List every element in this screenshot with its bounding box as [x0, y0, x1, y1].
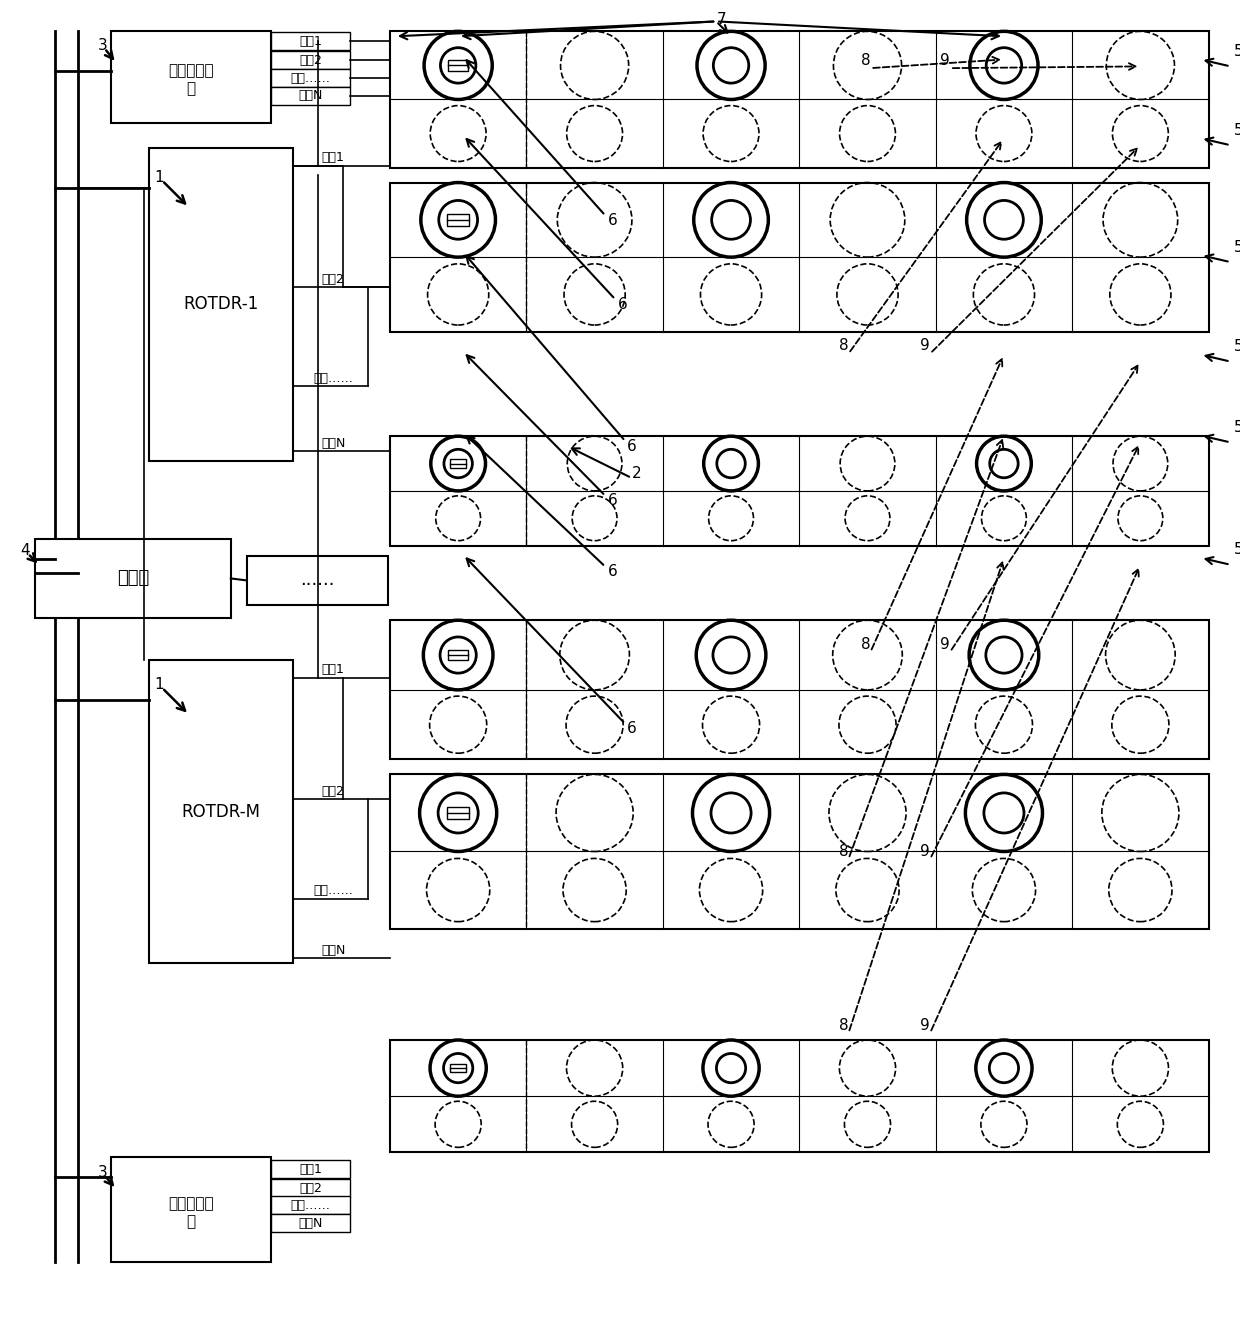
Text: 5: 5: [1234, 543, 1240, 557]
Bar: [149, 659, 294, 964]
Text: 5: 5: [1234, 420, 1240, 436]
Text: 乧: 乧: [186, 82, 196, 97]
Text: 通道……: 通道……: [290, 1198, 330, 1211]
Text: 通道2: 通道2: [322, 273, 345, 286]
Text: 5: 5: [1234, 240, 1240, 254]
Bar: [448, 214, 469, 225]
Text: 8: 8: [861, 637, 870, 651]
Bar: [389, 620, 1209, 760]
Bar: [389, 1039, 1209, 1152]
Text: 6: 6: [618, 297, 627, 312]
Bar: [270, 32, 350, 50]
Bar: [112, 32, 270, 123]
Bar: [270, 52, 350, 69]
Text: ROTDR-M: ROTDR-M: [182, 802, 260, 821]
Text: 通道2: 通道2: [299, 1182, 322, 1194]
Text: 8: 8: [838, 338, 848, 354]
Text: 5: 5: [1234, 339, 1240, 354]
Text: 4: 4: [20, 543, 30, 559]
Text: 5: 5: [1234, 123, 1240, 138]
Text: 6: 6: [627, 722, 637, 736]
Bar: [270, 69, 350, 87]
Text: 铂电阻测温: 铂电阻测温: [169, 1196, 213, 1211]
Text: 9: 9: [920, 1018, 930, 1033]
Text: 6: 6: [608, 213, 618, 228]
Text: 2: 2: [632, 466, 641, 482]
Text: 6: 6: [608, 564, 618, 579]
Text: 通道1: 通道1: [322, 663, 345, 677]
Bar: [450, 1063, 466, 1072]
Bar: [448, 650, 469, 661]
Text: 通道……: 通道……: [314, 372, 353, 385]
Bar: [270, 1214, 350, 1233]
Text: 通道……: 通道……: [314, 884, 353, 898]
Bar: [270, 1180, 350, 1197]
Text: 服务器: 服务器: [117, 569, 149, 588]
Text: 通道N: 通道N: [298, 90, 322, 102]
Text: ......: ......: [300, 572, 335, 589]
Text: 通道N: 通道N: [321, 437, 346, 450]
Text: 通道1: 通道1: [322, 151, 345, 164]
Text: ROTDR-1: ROTDR-1: [184, 295, 259, 314]
Text: 9: 9: [940, 637, 950, 651]
Text: 7: 7: [717, 12, 725, 26]
Text: 8: 8: [861, 53, 870, 68]
Bar: [389, 32, 1209, 168]
Text: 8: 8: [838, 1018, 848, 1033]
Bar: [449, 60, 467, 70]
Text: 通道1: 通道1: [299, 1162, 322, 1176]
Bar: [389, 183, 1209, 332]
Text: 8: 8: [838, 843, 848, 858]
Bar: [450, 459, 466, 467]
Text: 通道2: 通道2: [322, 785, 345, 798]
Bar: [149, 148, 294, 461]
Bar: [112, 1157, 270, 1262]
Bar: [35, 539, 231, 618]
Text: 1: 1: [155, 169, 164, 185]
Bar: [247, 556, 388, 605]
Text: 铂电阻测温: 铂电阻测温: [169, 64, 213, 78]
Text: 9: 9: [940, 53, 950, 68]
Bar: [389, 775, 1209, 928]
Bar: [448, 806, 469, 820]
Text: 9: 9: [920, 338, 930, 354]
Bar: [270, 87, 350, 105]
Bar: [389, 436, 1209, 545]
Bar: [270, 1196, 350, 1214]
Text: 5: 5: [1234, 44, 1240, 60]
Text: 乧: 乧: [186, 1214, 196, 1229]
Text: 通道1: 通道1: [299, 34, 322, 48]
Text: 3: 3: [98, 38, 108, 53]
Text: 3: 3: [98, 1165, 108, 1180]
Text: 通道N: 通道N: [321, 944, 346, 957]
Text: 6: 6: [608, 494, 618, 508]
Text: 通道N: 通道N: [298, 1217, 322, 1230]
Text: 通道2: 通道2: [299, 54, 322, 66]
Text: 通道……: 通道……: [290, 71, 330, 85]
Text: 1: 1: [155, 678, 164, 692]
Text: 6: 6: [627, 438, 637, 454]
Text: 9: 9: [920, 843, 930, 858]
Bar: [270, 1160, 350, 1178]
